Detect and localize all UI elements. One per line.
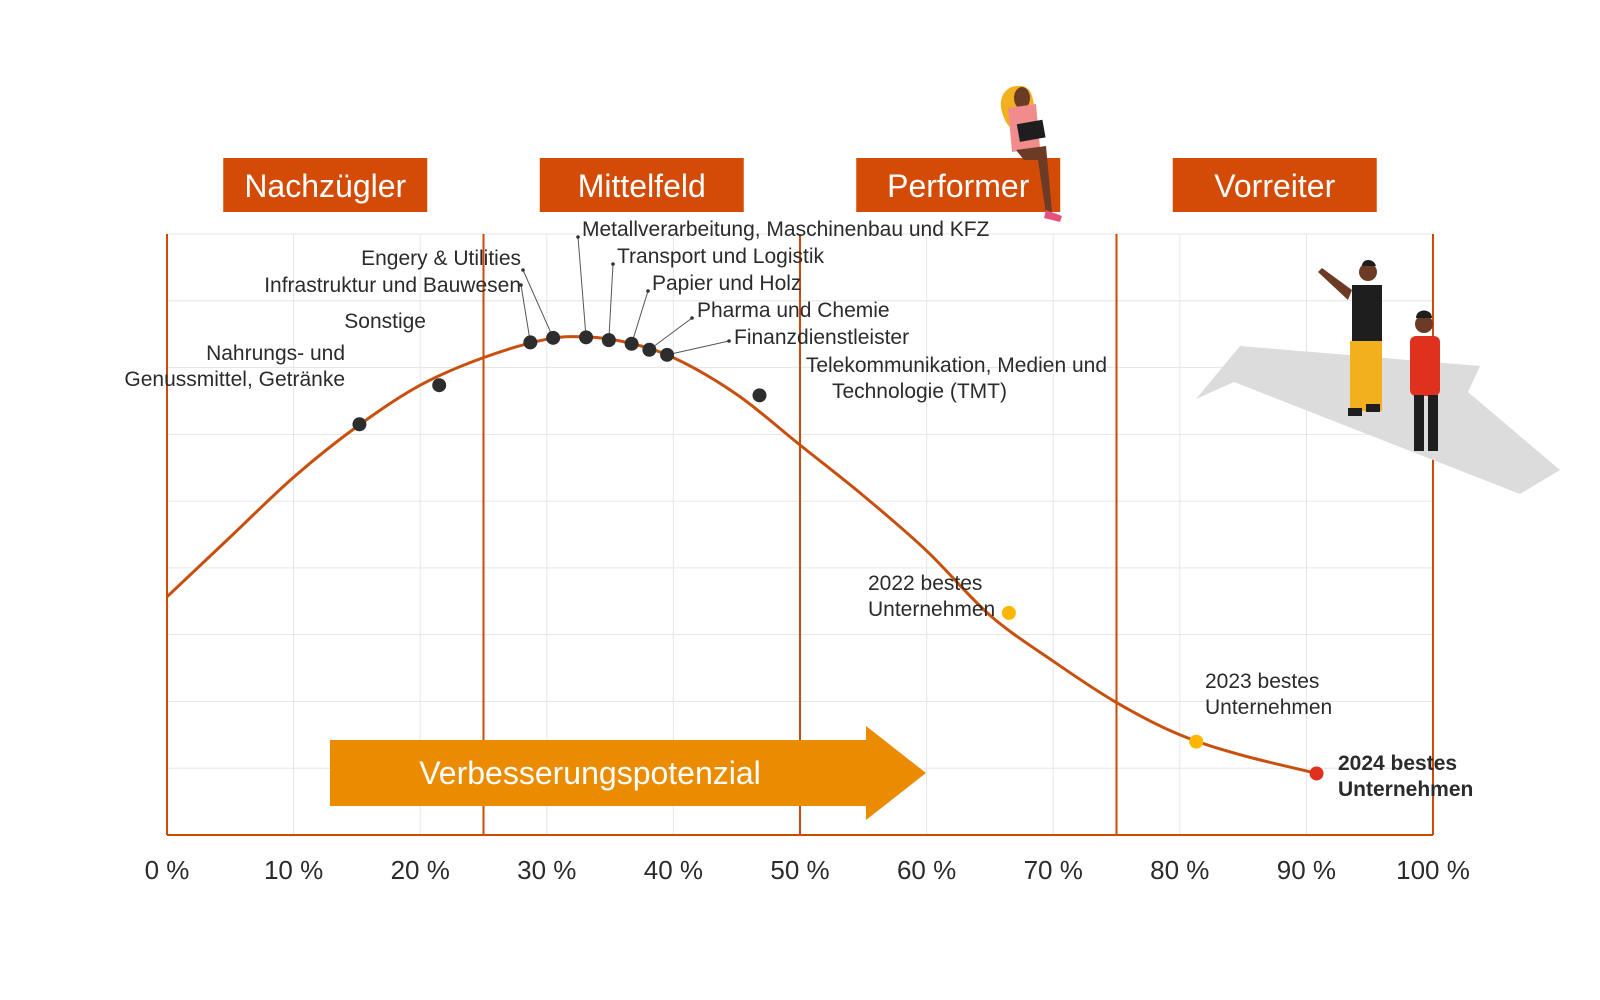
- improvement-arrow: Verbesserungspotenzial: [330, 726, 926, 820]
- sector-point: [752, 388, 767, 403]
- x-tick-label: 40 %: [644, 855, 703, 885]
- sector-label: Papier und Holz: [652, 272, 801, 295]
- best-company-label: 2022 bestes: [868, 572, 982, 595]
- x-tick-label: 30 %: [517, 855, 576, 885]
- people-pointing-illustration: [1196, 260, 1560, 494]
- x-tick-label: 10 %: [264, 855, 323, 885]
- sector-label: Genussmittel, Getränke: [124, 368, 345, 391]
- best-company-point: [1001, 605, 1016, 620]
- segment-dividers: Nachzügler Mittelfeld Performer Vorreiter: [166, 158, 1434, 835]
- leader-line: [649, 317, 693, 351]
- sector-label: Metallverarbeitung, Maschinenbau und KFZ: [582, 218, 990, 241]
- segment-box: [539, 158, 744, 212]
- leader-dot: [519, 283, 523, 287]
- sector-point: [432, 378, 447, 393]
- leader-dot: [727, 339, 731, 343]
- leader-line: [666, 340, 730, 356]
- x-tick-label: 80 %: [1150, 855, 1209, 885]
- best-company-label: Unternehmen: [1205, 696, 1332, 719]
- leader-dot: [521, 268, 525, 272]
- leader-dot: [576, 235, 580, 239]
- x-axis-ticks: 0 % 10 % 20 % 30 % 40 % 50 % 60 % 70 % 80 % 90 % 1…: [145, 855, 1470, 885]
- sector-label: Telekommunikation, Medien und: [806, 354, 1107, 377]
- segment-box: [223, 158, 428, 212]
- leader-line: [608, 263, 614, 341]
- sector-label: Finanzdienstleister: [734, 326, 909, 349]
- sector-label: Pharma und Chemie: [697, 299, 890, 322]
- sector-point: [624, 336, 639, 351]
- leader-dot: [611, 262, 615, 266]
- x-tick-label: 70 %: [1024, 855, 1083, 885]
- segment-label: Mittelfeld: [578, 168, 706, 204]
- best-company-label: 2024 bestes: [1338, 752, 1457, 775]
- sector-point: [546, 330, 561, 345]
- segment-label: Nachzügler: [244, 168, 406, 204]
- leader-line: [520, 284, 531, 343]
- sitting-person-illustration: [1000, 85, 1062, 222]
- sector-label: Nahrungs- und: [206, 342, 345, 365]
- sector-point: [523, 335, 538, 350]
- sector-point: [660, 347, 675, 362]
- best-company-label: Unternehmen: [868, 598, 995, 621]
- x-tick-label: 20 %: [391, 855, 450, 885]
- curve-line: [165, 335, 1320, 776]
- best-company-label: Unternehmen: [1338, 778, 1473, 801]
- x-tick-label: 60 %: [897, 855, 956, 885]
- segment-label: Vorreiter: [1214, 168, 1335, 204]
- x-tick-label: 90 %: [1277, 855, 1336, 885]
- sector-label: Technologie (TMT): [832, 380, 1007, 403]
- leader-lines: [519, 235, 731, 356]
- leader-dot: [646, 289, 650, 293]
- best-company-label: 2023 bestes: [1205, 670, 1319, 693]
- x-tick-label: 0 %: [145, 855, 190, 885]
- sector-point: [642, 342, 657, 357]
- segment-box: [856, 158, 1061, 212]
- improvement-arrow-label: Verbesserungspotenzial: [419, 755, 761, 791]
- best-company-point: [1309, 766, 1324, 781]
- sector-point: [352, 417, 367, 432]
- segment-label: Performer: [887, 168, 1030, 204]
- sector-label: Transport und Logistik: [617, 245, 824, 268]
- improvement-arrow-shape: [330, 726, 926, 820]
- leader-line: [577, 236, 587, 338]
- leader-line: [522, 269, 554, 339]
- sector-label: Sonstige: [344, 310, 426, 333]
- data-points: [352, 330, 1324, 781]
- x-tick-label: 100 %: [1396, 855, 1470, 885]
- sector-label: Infrastruktur und Bauwesen: [264, 274, 521, 297]
- leader-line: [631, 290, 649, 344]
- segment-box: [1172, 158, 1377, 212]
- distribution-curve: [165, 335, 1320, 776]
- sector-point: [579, 330, 594, 345]
- point-labels: Nahrungs- und Genussmittel, Getränke Sonst…: [124, 218, 1473, 801]
- sector-point: [601, 333, 616, 348]
- leader-dot: [690, 316, 694, 320]
- x-tick-label: 50 %: [770, 855, 829, 885]
- best-company-point: [1189, 734, 1204, 749]
- sector-label: Engery & Utilities: [361, 247, 521, 270]
